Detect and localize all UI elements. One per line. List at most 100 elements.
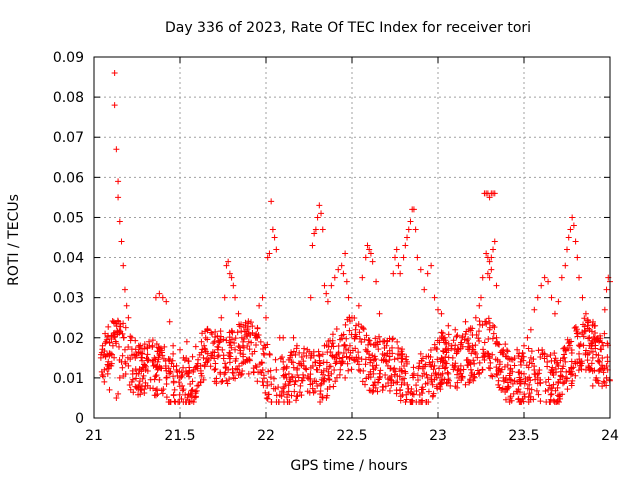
background-point [319,371,326,378]
background-point [456,367,463,374]
background-point [440,348,447,355]
data-point [101,366,108,373]
data-point [359,274,366,281]
background-point [404,381,411,388]
background-point [549,385,556,392]
background-point [367,341,374,348]
background-point [511,362,518,369]
data-point [493,282,500,289]
data-point [307,354,314,361]
data-point [404,234,411,241]
background-point [551,350,558,357]
background-point [382,383,389,390]
data-point [245,338,252,345]
background-point [524,385,531,392]
background-point [466,346,473,353]
data-point [369,362,376,369]
background-point [163,380,170,387]
background-point [337,366,344,373]
data-point [402,242,409,249]
data-point [479,274,486,281]
background-point [126,382,133,389]
background-point [294,393,301,400]
background-point [288,374,295,381]
background-point [402,368,409,375]
background-point [171,398,178,405]
background-point [331,367,338,374]
background-point [326,376,333,383]
data-point [123,302,130,309]
background-point [264,395,271,402]
data-point [507,394,514,401]
background-point [357,368,364,375]
background-point [113,323,120,330]
background-point [176,391,183,398]
data-point [238,334,245,341]
data-point [146,338,153,345]
background-point [106,339,113,346]
background-point [476,337,483,344]
background-point [489,373,496,380]
background-point [415,365,422,372]
data-point [582,366,589,373]
background-point [557,357,564,364]
background-point [397,397,404,404]
background-point [285,370,292,377]
background-point [303,366,310,373]
background-point [153,372,160,379]
data-point [567,226,574,233]
background-point [560,345,567,352]
background-point [275,384,282,391]
data-point [307,294,314,301]
background-point [332,378,339,385]
data-point [128,378,135,385]
background-point [571,324,578,331]
data-point [404,358,411,365]
data-point [225,258,232,265]
data-point [596,366,603,373]
background-point [377,367,384,374]
background-point [367,368,374,375]
background-point [327,363,334,370]
background-point [424,380,431,387]
background-point [528,348,535,355]
background-point [232,335,239,342]
data-point [555,298,562,305]
data-point [570,222,577,229]
background-point [597,365,604,372]
background-point [105,358,112,365]
background-point [419,390,426,397]
data-point [541,274,548,281]
background-point [189,378,196,385]
background-point [102,330,109,337]
background-point [471,360,478,367]
background-point [543,398,550,405]
background-point [580,321,587,328]
background-point [169,357,176,364]
background-point [320,367,327,374]
background-point [413,382,420,389]
background-point [508,356,515,363]
background-point [223,337,230,344]
background-point [198,370,205,377]
background-point [554,398,561,405]
data-point [455,346,462,353]
background-point [457,341,464,348]
background-point [215,344,222,351]
data-point [287,354,294,361]
data-point [558,274,565,281]
background-point [336,355,343,362]
background-point [568,346,575,353]
background-point [414,376,421,383]
background-point [110,318,117,325]
background-point [545,386,552,393]
background-point [500,378,507,385]
y-tick-label: 0.02 [53,331,84,347]
data-point [355,302,362,309]
background-point [559,380,566,387]
background-point [584,317,591,324]
background-point [568,364,575,371]
background-point [363,332,370,339]
background-point [323,359,330,366]
background-point [451,364,458,371]
